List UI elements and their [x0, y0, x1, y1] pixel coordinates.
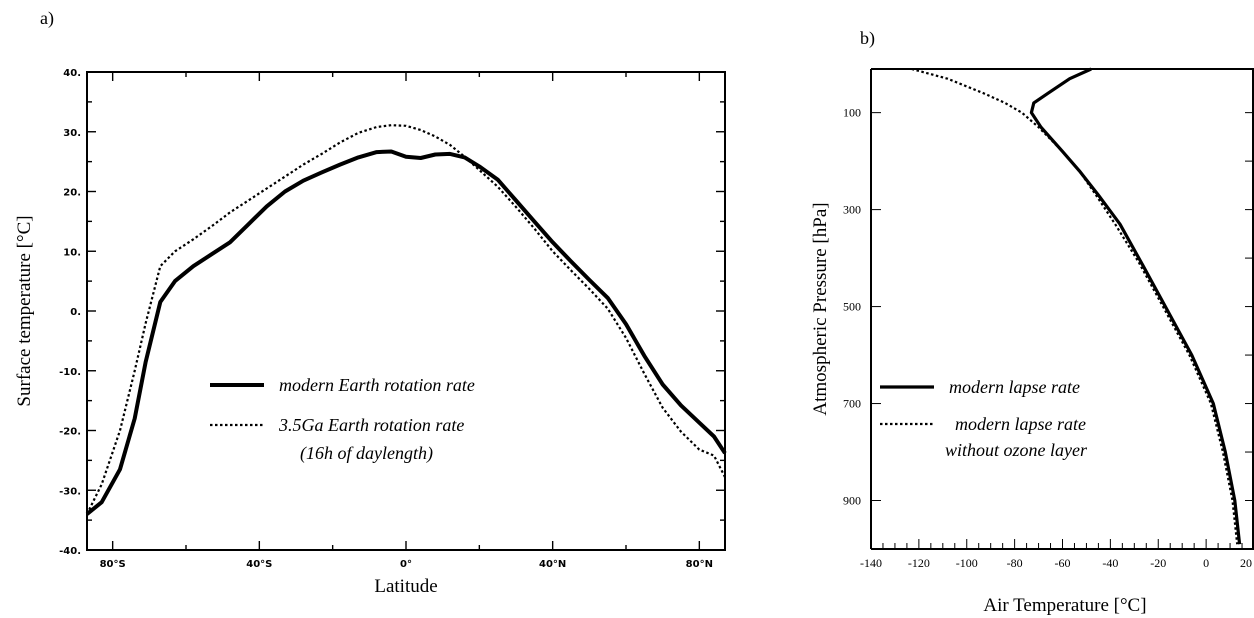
x-axis-label-a: Latitude	[374, 576, 437, 597]
x-tick-label-b: -140	[860, 556, 882, 570]
legend-label-solid-b: modern lapse rate	[949, 377, 1080, 397]
legend-label-dotted-b-line2: without ozone layer	[945, 440, 1088, 460]
x-tick-label: 40°S	[246, 559, 272, 570]
legend-label-dotted-b-line1: modern lapse rate	[955, 414, 1086, 434]
x-tick-label-b: -40	[1102, 556, 1118, 570]
x-tick-label-b: 0	[1203, 556, 1209, 570]
panel-a: a) 40. 30. 20. 10. 0. -10. -20. -30. -40. 80°S 40°S…	[14, 8, 727, 597]
series-line-modern	[85, 149, 727, 516]
y-tick-label: 20.	[63, 188, 81, 199]
y-tick-label: 40.	[63, 68, 81, 79]
legend-label-dotted-line1: 3.5Ga Earth rotation rate	[278, 415, 464, 435]
legend-label-dotted-line2: (16h of daylength)	[300, 443, 433, 464]
y-tick-label: -20.	[59, 427, 81, 438]
y-tick-label: 30.	[63, 128, 81, 139]
x-tick-label-b: -120	[908, 556, 930, 570]
legend-b: modern lapse rate modern lapse rate withou…	[880, 377, 1088, 460]
x-tick-label: 0°	[400, 559, 412, 570]
plot-frame-a	[86, 71, 726, 551]
series-line-ancient	[86, 124, 726, 515]
series-line-no-ozone	[911, 67, 1239, 545]
x-axis-label-b: Air Temperature [°C]	[983, 595, 1146, 616]
y-tick-label-b: 300	[843, 203, 861, 217]
y-axis-label-a: Surface temperature [°C]	[14, 215, 35, 406]
x-tick-label-b: -100	[956, 556, 978, 570]
x-tick-label-b: -20	[1150, 556, 1166, 570]
legend-label-solid: modern Earth rotation rate	[279, 375, 475, 395]
y-tick-label-b: 700	[843, 397, 861, 411]
y-tick-label-b: 500	[843, 300, 861, 314]
y-tick-label: -30.	[59, 486, 81, 497]
panel-label-b: b)	[860, 28, 875, 49]
x-tick-label-b: -60	[1055, 556, 1071, 570]
panel-label-a: a)	[40, 8, 54, 29]
y-tick-label-b: 100	[843, 106, 861, 120]
panel-b: b) -140 -120 -100 -80 -60 -40 -20 0 20 100 300 500 70…	[810, 28, 1254, 616]
y-tick-label: 0.	[70, 307, 81, 318]
x-tick-label-b: -80	[1007, 556, 1023, 570]
y-tick-label: -40.	[59, 546, 81, 557]
y-axis-label-b: Atmospheric Pressure [hPa]	[810, 202, 831, 415]
series-line-modern-lapse	[1029, 67, 1242, 545]
x-tick-label: 80°S	[100, 559, 126, 570]
legend-a: modern Earth rotation rate 3.5Ga Earth ro…	[210, 375, 475, 464]
x-tick-label: 80°N	[686, 559, 713, 570]
y-tick-label-b: 900	[843, 494, 861, 508]
y-tick-label: 10.	[63, 247, 81, 258]
x-tick-label-b: 20	[1240, 556, 1252, 570]
x-tick-label: 40°N	[539, 559, 566, 570]
y-tick-label: -10.	[59, 367, 81, 378]
